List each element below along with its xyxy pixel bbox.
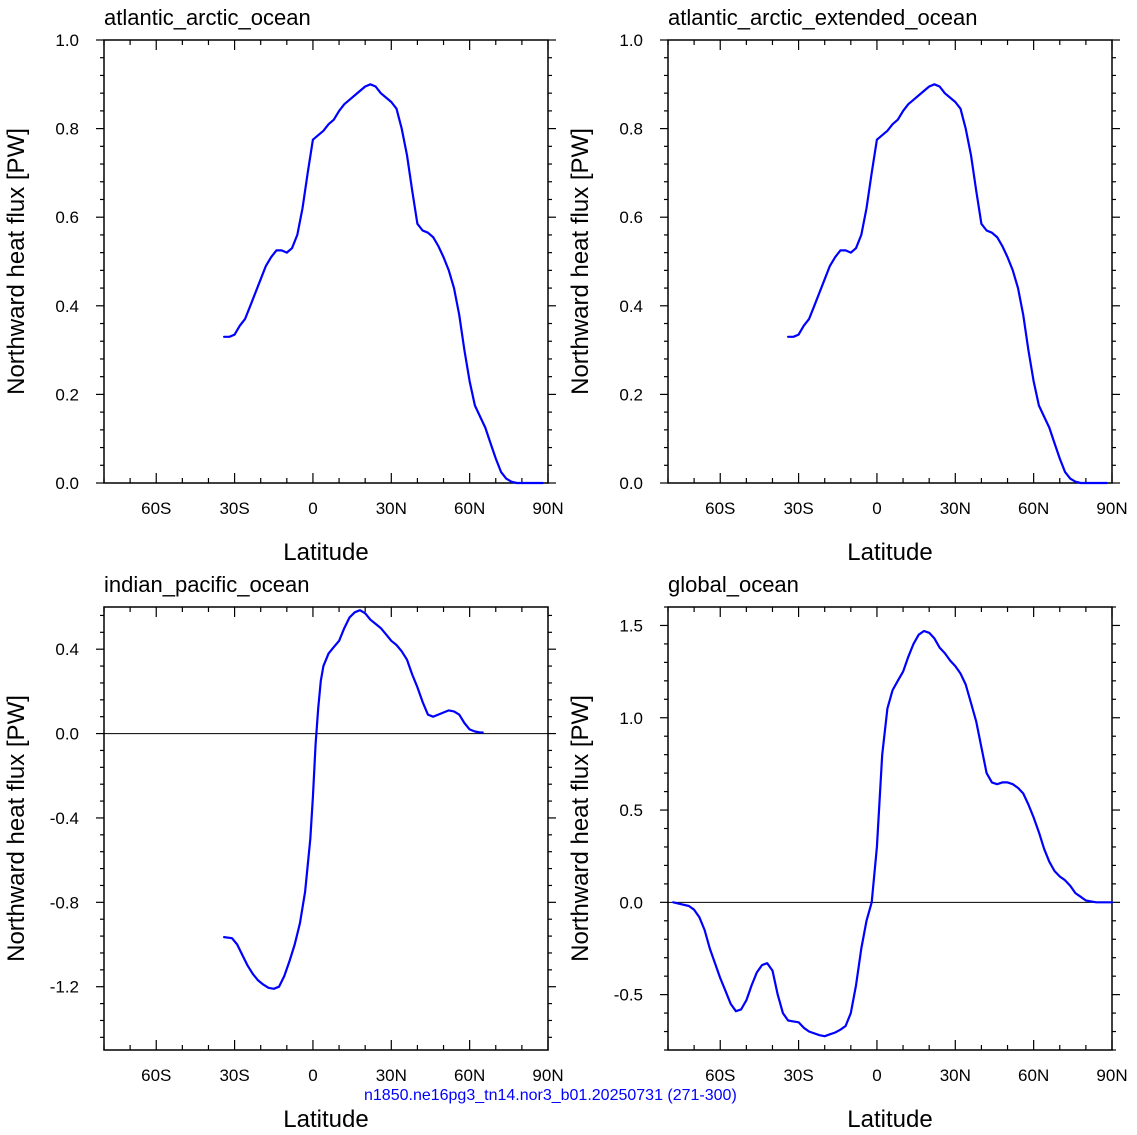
x-tick-label: 30S [219, 1066, 249, 1085]
y-tick-label: 0.2 [55, 385, 79, 404]
chart-panel-2: 60S 30S 0 30N 60N 90N 0.0 0.2 0.4 0.6 0.8 1.0 atlant… [567, 5, 1128, 566]
y-tick-label: 0.4 [55, 297, 79, 316]
heat-flux-series-line [223, 609, 484, 990]
x-tick-label: 60S [705, 499, 735, 518]
x-axis-label: Latitude [283, 1106, 368, 1133]
x-axis-label: Latitude [847, 539, 932, 566]
heat-flux-series-line [223, 83, 544, 485]
y-tick-label: -0.8 [50, 893, 79, 912]
plot-frame [667, 606, 1113, 1051]
run-id-footer: n1850.ne16pg3_tn14.nor3_b01.20250731 (27… [364, 1087, 737, 1104]
panel-title: indian_pacific_ocean [104, 572, 310, 597]
chart-panel-3: 60S 30S 0 30N 60N 90N -1.2 -0.8 -0.4 0.0 0.4 indian… [3, 572, 564, 1133]
heat-flux-series-line [786, 83, 1108, 485]
y-tick-label: 0.0 [619, 893, 643, 912]
plot-frame [667, 39, 1113, 484]
y-axis-label: Northward heat flux [PW] [3, 128, 30, 395]
heat-flux-series-line [672, 629, 1114, 1038]
y-axis-label: Northward heat flux [PW] [567, 695, 594, 962]
x-axis-label: Latitude [283, 539, 368, 566]
x-tick-label: 90N [532, 1066, 563, 1085]
x-tick-label: 60N [1018, 499, 1049, 518]
x-tick-label: 60S [141, 499, 171, 518]
y-tick-label: 0.5 [619, 801, 643, 820]
x-tick-label: 60S [705, 1066, 735, 1085]
x-tick-label: 0 [872, 1066, 881, 1085]
x-tick-label: 60N [454, 1066, 485, 1085]
plot-frame [103, 606, 549, 1051]
y-axis-label: Northward heat flux [PW] [3, 695, 30, 962]
y-tick-label: -0.5 [614, 986, 643, 1005]
panel-title: atlantic_arctic_extended_ocean [668, 5, 977, 30]
y-tick-label: 1.5 [619, 616, 643, 635]
y-tick-label: 0.0 [619, 474, 643, 493]
x-tick-label: 60S [141, 1066, 171, 1085]
y-tick-label: 0.4 [55, 640, 79, 659]
x-tick-label: 90N [1096, 499, 1127, 518]
x-tick-label: 30S [783, 499, 813, 518]
y-tick-label: 1.0 [55, 31, 79, 50]
x-tick-label: 90N [532, 499, 563, 518]
x-tick-label: 30S [219, 499, 249, 518]
x-tick-label: 30N [940, 499, 971, 518]
chart-panel-4: 60S 30S 0 30N 60N 90N -0.5 0.0 0.5 1.0 1.5 global_o… [567, 572, 1128, 1133]
x-tick-label: 30N [376, 1066, 407, 1085]
x-tick-label: 30S [783, 1066, 813, 1085]
panel-title: global_ocean [668, 572, 799, 597]
y-tick-label: 0.6 [55, 208, 79, 227]
y-tick-label: -0.4 [50, 809, 79, 828]
x-tick-label: 60N [454, 499, 485, 518]
x-tick-label: 60N [1018, 1066, 1049, 1085]
x-axis-label: Latitude [847, 1106, 932, 1133]
y-tick-label: 0.4 [619, 297, 643, 316]
y-tick-label: 1.0 [619, 31, 643, 50]
x-tick-label: 30N [940, 1066, 971, 1085]
x-tick-label: 0 [872, 499, 881, 518]
y-tick-label: -1.2 [50, 978, 79, 997]
y-tick-label: 0.8 [619, 120, 643, 139]
x-tick-label: 30N [376, 499, 407, 518]
x-tick-label: 0 [308, 1066, 317, 1085]
y-tick-label: 0.8 [55, 120, 79, 139]
chart-panel-1: 60S 30S 0 30N 60N 90N 0.0 0.2 0.4 0.6 0.8 1.0 atlant… [3, 5, 564, 566]
y-tick-label: 0.0 [55, 474, 79, 493]
y-tick-label: 0.2 [619, 385, 643, 404]
y-tick-label: 1.0 [619, 709, 643, 728]
y-tick-label: 0.6 [619, 208, 643, 227]
x-tick-label: 90N [1096, 1066, 1127, 1085]
panel-title: atlantic_arctic_ocean [104, 5, 311, 30]
x-tick-label: 0 [308, 499, 317, 518]
y-tick-label: 0.0 [55, 725, 79, 744]
y-axis-label: Northward heat flux [PW] [567, 128, 594, 395]
plot-frame [103, 39, 549, 484]
